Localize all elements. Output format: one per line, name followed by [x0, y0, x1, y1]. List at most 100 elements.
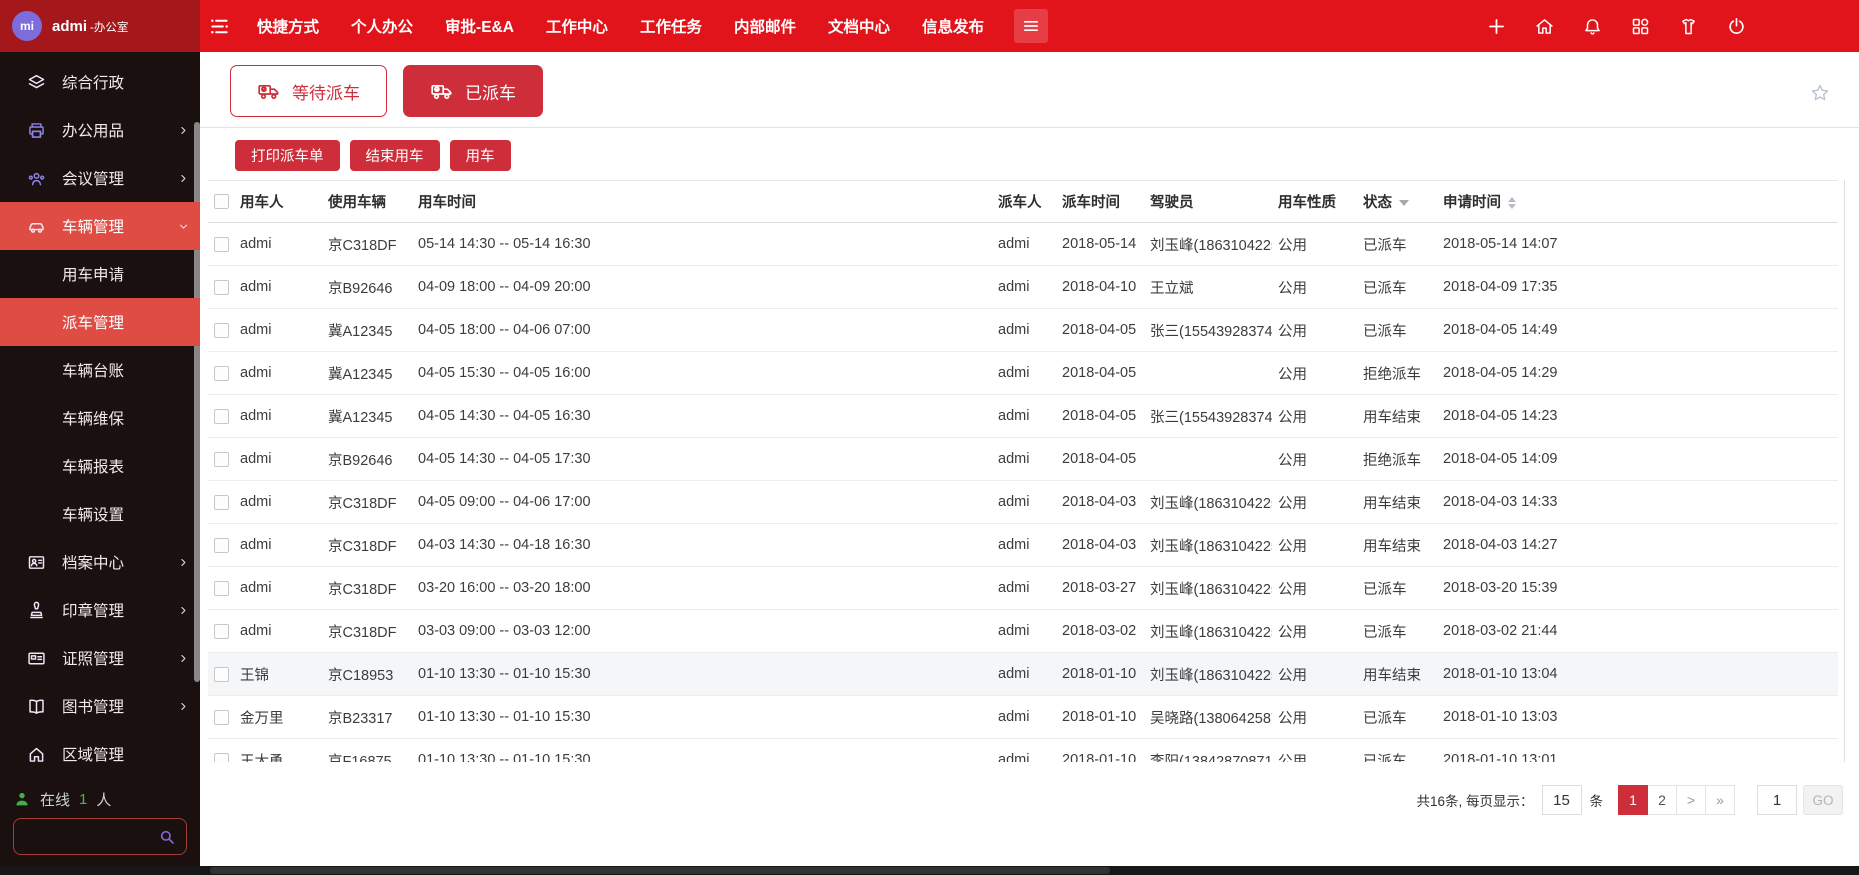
sidebar-item-会议管理[interactable]: 会议管理: [0, 154, 200, 202]
table-row[interactable]: admi 京C318DF 03-03 09:00 -- 03-03 12:00 adm…: [208, 609, 1838, 653]
sidebar-item-图书管理[interactable]: 图书管理: [0, 682, 200, 730]
sidebar-item-办公用品[interactable]: 办公用品: [0, 106, 200, 154]
row-checkbox[interactable]: [214, 279, 229, 295]
action-button-用车[interactable]: 用车: [449, 140, 511, 171]
sidebar-item-综合行政[interactable]: 综合行政: [0, 58, 200, 106]
page-size-input[interactable]: [1541, 785, 1582, 815]
table-row[interactable]: admi 京C318DF 03-20 16:00 -- 03-20 18:00 adm…: [208, 566, 1838, 610]
horizontal-scrollbar[interactable]: [0, 866, 1859, 875]
cell-user: admi: [234, 523, 322, 567]
power-icon[interactable]: [1726, 16, 1747, 37]
cell-nature: 公用: [1272, 566, 1357, 610]
column-header-状态[interactable]: 状态: [1357, 180, 1437, 223]
sidebar-item-档案中心[interactable]: 档案中心: [0, 538, 200, 586]
cell-dispatch-date: 2018-04-03: [1056, 480, 1144, 524]
row-checkbox[interactable]: [214, 365, 229, 381]
page-button-2[interactable]: 2: [1647, 785, 1677, 815]
page-button-»[interactable]: »: [1705, 785, 1735, 815]
car-icon: [26, 216, 47, 237]
home-icon[interactable]: [1534, 16, 1555, 37]
page-button-1[interactable]: 1: [1618, 785, 1648, 815]
nav-item[interactable]: 快捷方式: [257, 19, 320, 36]
nav-item[interactable]: 文档中心: [827, 19, 890, 36]
row-checkbox[interactable]: [214, 623, 229, 639]
table-row[interactable]: admi 冀A12345 04-05 14:30 -- 04-05 16:30 adm…: [208, 394, 1838, 438]
column-header-申请时间[interactable]: 申请时间: [1437, 180, 1838, 223]
checkbox-cell: [208, 652, 234, 696]
sidebar-item-label: 区域管理: [62, 747, 125, 764]
table-row[interactable]: admi 京B92646 04-05 14:30 -- 04-05 17:30 adm…: [208, 437, 1838, 481]
nav-item[interactable]: 审批-E&A: [445, 19, 514, 36]
more-menu-button[interactable]: [1014, 9, 1048, 43]
header-checkbox-cell: [208, 180, 234, 223]
nav-item[interactable]: 工作中心: [545, 19, 608, 36]
sidebar-item-印章管理[interactable]: 印章管理: [0, 586, 200, 634]
row-checkbox[interactable]: [214, 580, 229, 596]
plus-icon[interactable]: [1486, 16, 1507, 37]
action-button-打印派车单[interactable]: 打印派车单: [235, 140, 340, 171]
cell-nature: 公用: [1272, 308, 1357, 352]
cell-dispatch-date: 2018-01-10: [1056, 738, 1144, 762]
goto-page-input[interactable]: [1757, 785, 1797, 815]
sidebar-item-派车管理[interactable]: 派车管理: [0, 298, 200, 346]
table-scrollbar[interactable]: [1844, 180, 1845, 762]
table-row[interactable]: admi 京C318DF 05-14 14:30 -- 05-14 16:30 adm…: [208, 222, 1838, 266]
table-row[interactable]: admi 冀A12345 04-05 15:30 -- 04-05 16:00 adm…: [208, 351, 1838, 395]
table-row[interactable]: admi 京B92646 04-09 18:00 -- 04-09 20:00 adm…: [208, 265, 1838, 309]
row-checkbox[interactable]: [214, 709, 229, 725]
sidebar-item-label: 车辆维保: [62, 411, 125, 428]
user-logo-area[interactable]: mi admi -办公室: [0, 0, 200, 52]
tab-已派车[interactable]: 已派车: [403, 65, 543, 117]
nav-item[interactable]: 内部邮件: [733, 19, 796, 36]
row-checkbox[interactable]: [214, 236, 229, 252]
sidebar-scrollbar[interactable]: [194, 122, 200, 682]
nav-item[interactable]: 个人办公: [351, 19, 414, 36]
go-button[interactable]: GO: [1803, 785, 1843, 815]
row-checkbox[interactable]: [214, 322, 229, 338]
cell-status: 拒绝派车: [1357, 437, 1437, 481]
sidebar-item-区域管理[interactable]: 区域管理: [0, 730, 200, 778]
sidebar-item-用车申请[interactable]: 用车申请: [0, 250, 200, 298]
sidebar-item-车辆管理[interactable]: 车辆管理: [0, 202, 200, 250]
nav-item[interactable]: 工作任务: [639, 19, 702, 36]
cell-vehicle: 京C318DF: [322, 609, 412, 653]
sidebar-item-车辆设置[interactable]: 车辆设置: [0, 490, 200, 538]
apps-icon[interactable]: [1630, 16, 1651, 37]
search-icon[interactable]: [158, 828, 176, 846]
row-checkbox[interactable]: [214, 666, 229, 682]
checkbox-cell: [208, 222, 234, 266]
avatar[interactable]: mi: [12, 11, 42, 41]
sidebar-item-车辆台账[interactable]: 车辆台账: [0, 346, 200, 394]
sidebar-item-车辆维保[interactable]: 车辆维保: [0, 394, 200, 442]
sidebar-item-证照管理[interactable]: 证照管理: [0, 634, 200, 682]
row-checkbox[interactable]: [214, 537, 229, 553]
cell-user: admi: [234, 222, 322, 266]
horizontal-scrollbar-thumb[interactable]: [210, 867, 1110, 874]
favorite-star-icon[interactable]: [1809, 82, 1831, 104]
sidebar-search-input[interactable]: [26, 828, 158, 845]
table-row[interactable]: 王锦 京C18953 01-10 13:30 -- 01-10 15:30 admi 2…: [208, 652, 1838, 696]
cell-nature: 公用: [1272, 437, 1357, 481]
table-row[interactable]: 金万里 京B23317 01-10 13:30 -- 01-10 15:30 admi…: [208, 695, 1838, 739]
table-row[interactable]: admi 京C318DF 04-05 09:00 -- 04-06 17:00 adm…: [208, 480, 1838, 524]
row-checkbox[interactable]: [214, 752, 229, 762]
theme-shirt-icon[interactable]: [1678, 16, 1699, 37]
table-row[interactable]: admi 冀A12345 04-05 18:00 -- 04-06 07:00 adm…: [208, 308, 1838, 352]
sidebar-item-车辆报表[interactable]: 车辆报表: [0, 442, 200, 490]
action-button-结束用车[interactable]: 结束用车: [349, 140, 440, 171]
table-row[interactable]: admi 京C318DF 04-03 14:30 -- 04-18 16:30 adm…: [208, 523, 1838, 567]
row-checkbox[interactable]: [214, 408, 229, 424]
list-menu-icon[interactable]: [208, 15, 231, 38]
sidebar-search-box: [13, 818, 187, 855]
page-button->[interactable]: >: [1676, 785, 1706, 815]
select-all-checkbox[interactable]: [214, 194, 229, 210]
cell-user: 王锦: [234, 652, 322, 696]
row-checkbox[interactable]: [214, 451, 229, 467]
bell-icon[interactable]: [1582, 16, 1603, 37]
tab-等待派车[interactable]: 等待派车: [230, 65, 387, 117]
row-checkbox[interactable]: [214, 494, 229, 510]
nav-menu: 快捷方式 个人办公 审批-E&A 工作中心 工作任务 内部邮件 文档中心 信息发布: [257, 15, 984, 37]
cell-nature: 公用: [1272, 394, 1357, 438]
nav-item[interactable]: 信息发布: [921, 19, 984, 36]
table-row[interactable]: 王大勇 京F16875 01-10 13:30 -- 01-10 15:30 admi…: [208, 738, 1838, 762]
